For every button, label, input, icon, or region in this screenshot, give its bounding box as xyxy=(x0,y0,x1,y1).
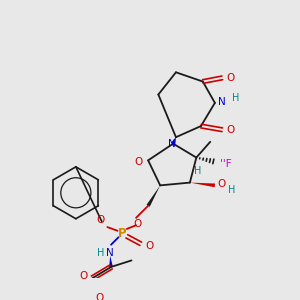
Text: P: P xyxy=(118,227,127,240)
Polygon shape xyxy=(109,256,113,267)
Text: O: O xyxy=(133,219,141,229)
Polygon shape xyxy=(147,185,160,207)
Polygon shape xyxy=(190,183,215,187)
Text: O: O xyxy=(217,179,226,189)
Text: N: N xyxy=(218,97,226,107)
Polygon shape xyxy=(171,137,176,145)
Text: H: H xyxy=(194,167,201,176)
Text: H: H xyxy=(232,93,239,103)
Text: O: O xyxy=(226,125,235,135)
Text: ''F: ''F xyxy=(220,159,231,169)
Text: H: H xyxy=(97,248,105,258)
Text: N: N xyxy=(168,139,176,149)
Text: H: H xyxy=(228,185,235,195)
Text: O: O xyxy=(79,271,87,281)
Text: O: O xyxy=(97,215,105,225)
Text: O: O xyxy=(145,241,153,250)
Text: O: O xyxy=(135,157,143,167)
Text: O: O xyxy=(96,293,104,300)
Text: N: N xyxy=(106,248,114,258)
Text: O: O xyxy=(226,73,235,83)
